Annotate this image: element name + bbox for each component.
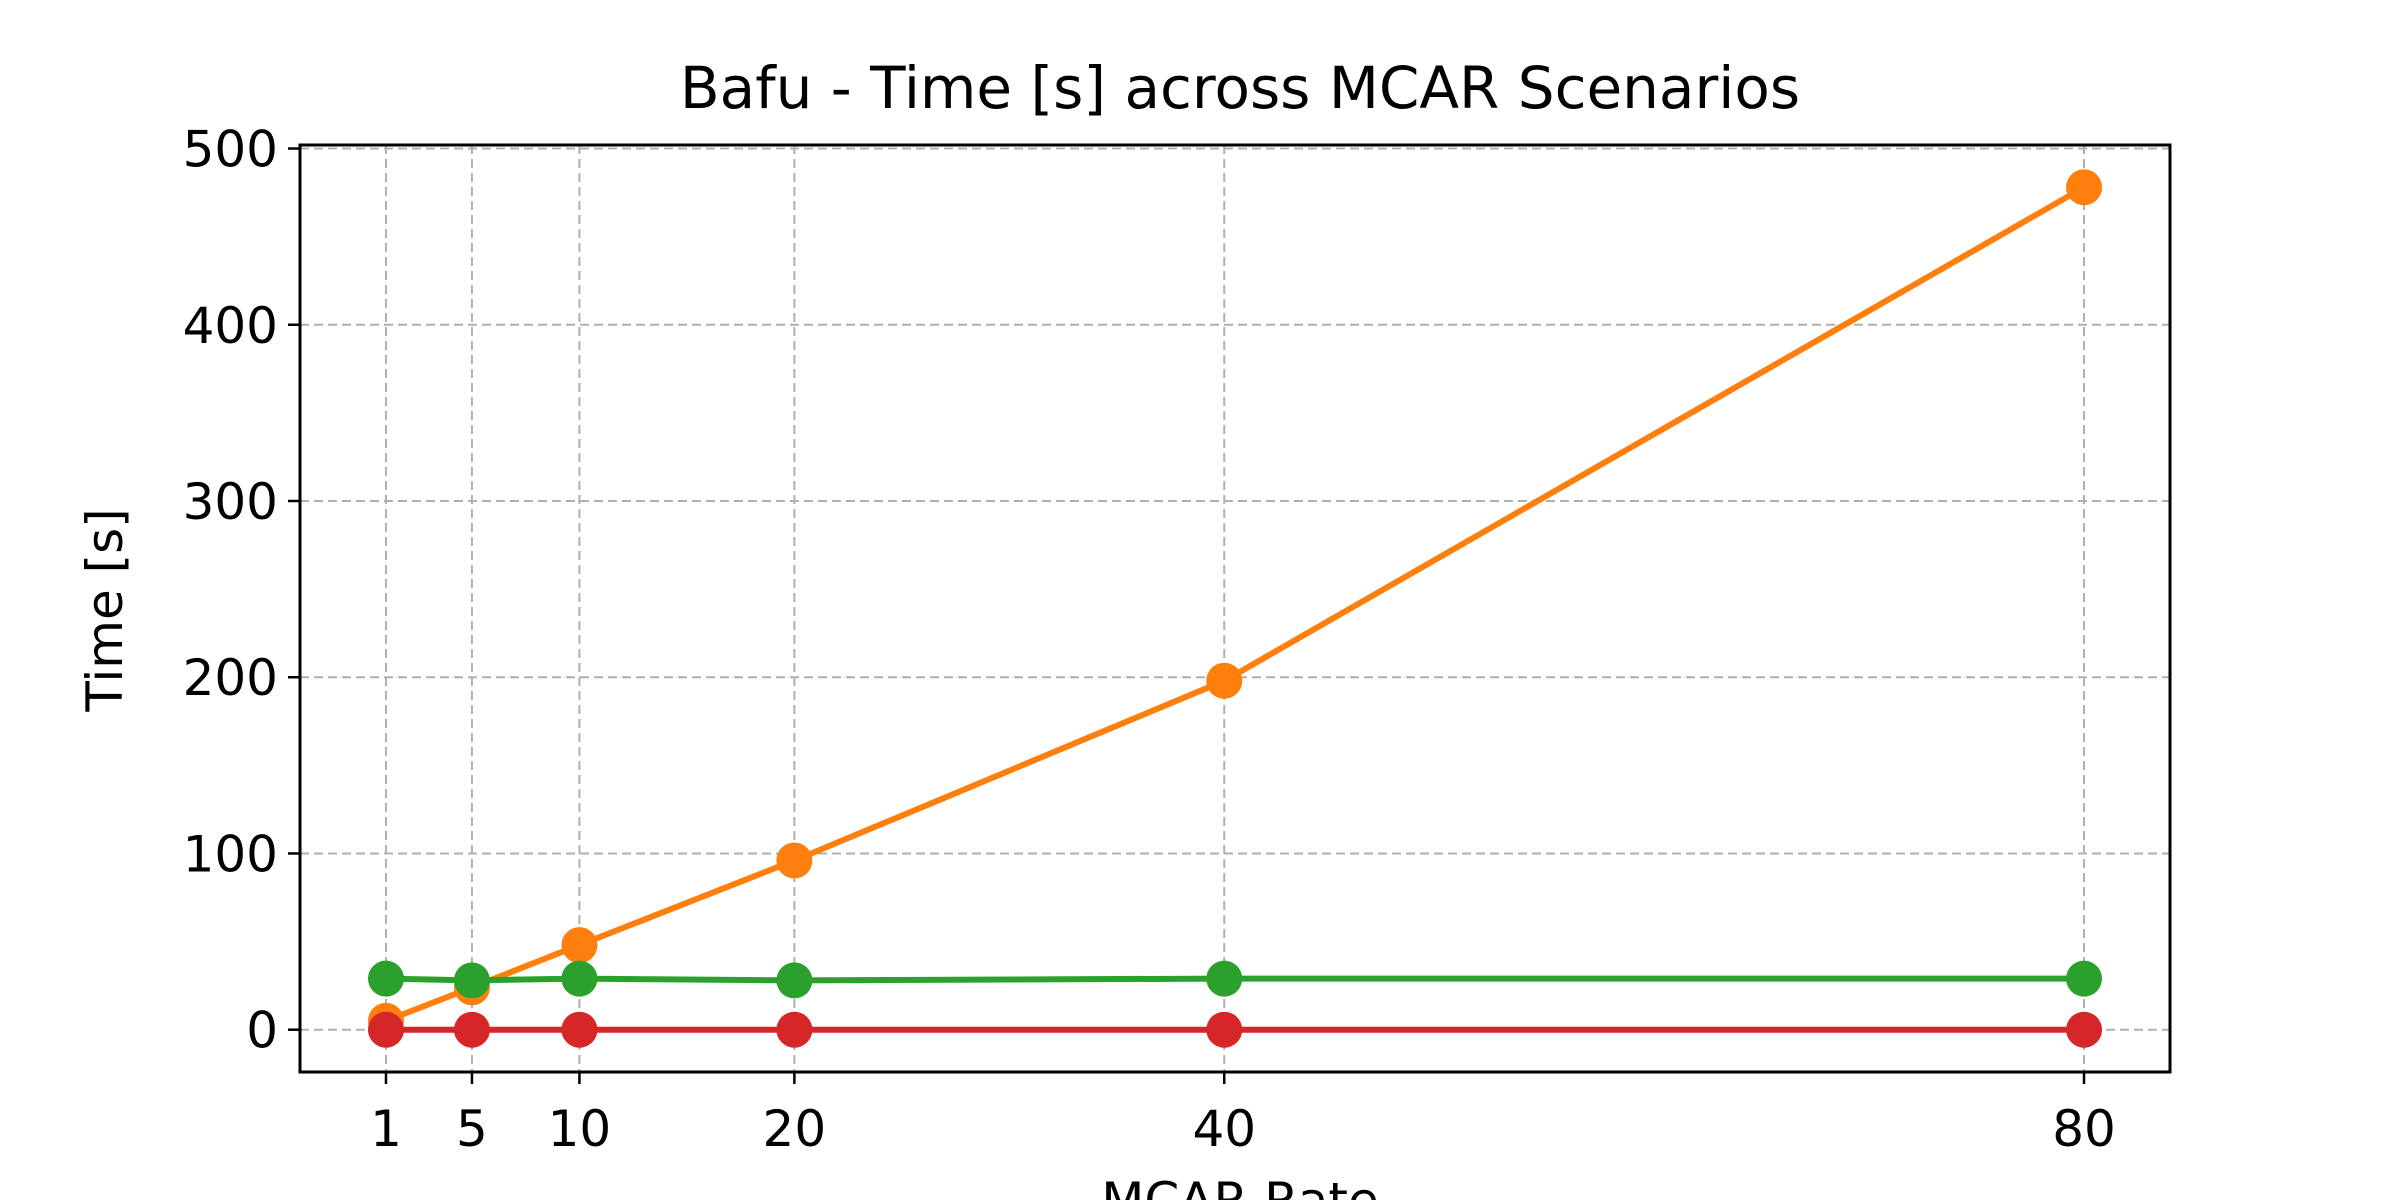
y-axis: 0 100 200 300 400 500 xyxy=(183,121,300,1060)
x-tick-label: 40 xyxy=(1192,1100,1256,1158)
data-point xyxy=(1206,1011,1243,1048)
x-tick-label: 20 xyxy=(763,1100,827,1158)
x-axis: 1 5 10 20 40 80 xyxy=(370,1072,2116,1158)
data-point xyxy=(2066,1011,2103,1048)
series-2 xyxy=(367,960,2103,999)
series-3 xyxy=(367,1011,2103,1048)
chart-title: Bafu - Time [s] across MCAR Scenarios xyxy=(680,54,1800,122)
data-point xyxy=(561,927,598,964)
data-point xyxy=(367,1011,404,1048)
y-tick-label: 200 xyxy=(183,649,278,707)
data-point xyxy=(2066,960,2103,997)
data-point xyxy=(367,960,404,997)
series-1 xyxy=(367,169,2103,1039)
y-axis-label: Time [s] xyxy=(76,508,134,712)
data-point xyxy=(776,1011,813,1048)
data-point xyxy=(776,842,813,879)
data-point xyxy=(776,962,813,999)
data-point xyxy=(1206,960,1243,997)
data-point xyxy=(1206,662,1243,699)
x-tick-label: 80 xyxy=(2052,1100,2116,1158)
y-tick-label: 100 xyxy=(183,825,278,883)
x-tick-label: 5 xyxy=(456,1100,488,1158)
y-tick-label: 500 xyxy=(183,121,278,179)
series-line xyxy=(384,184,2086,1024)
y-tick-label: 0 xyxy=(246,1002,278,1060)
series-layer xyxy=(367,169,2103,1048)
x-tick-label: 10 xyxy=(548,1100,612,1158)
y-tick-label: 400 xyxy=(183,297,278,355)
data-point xyxy=(453,962,490,999)
data-point xyxy=(453,1011,490,1048)
x-tick-label: 1 xyxy=(370,1100,402,1158)
data-point xyxy=(561,1011,598,1048)
x-axis-label: MCAR Rate xyxy=(1101,1172,1379,1200)
data-point xyxy=(561,960,598,997)
data-point xyxy=(2066,169,2103,206)
y-tick-label: 300 xyxy=(183,473,278,531)
plot-frame xyxy=(298,143,2172,1074)
